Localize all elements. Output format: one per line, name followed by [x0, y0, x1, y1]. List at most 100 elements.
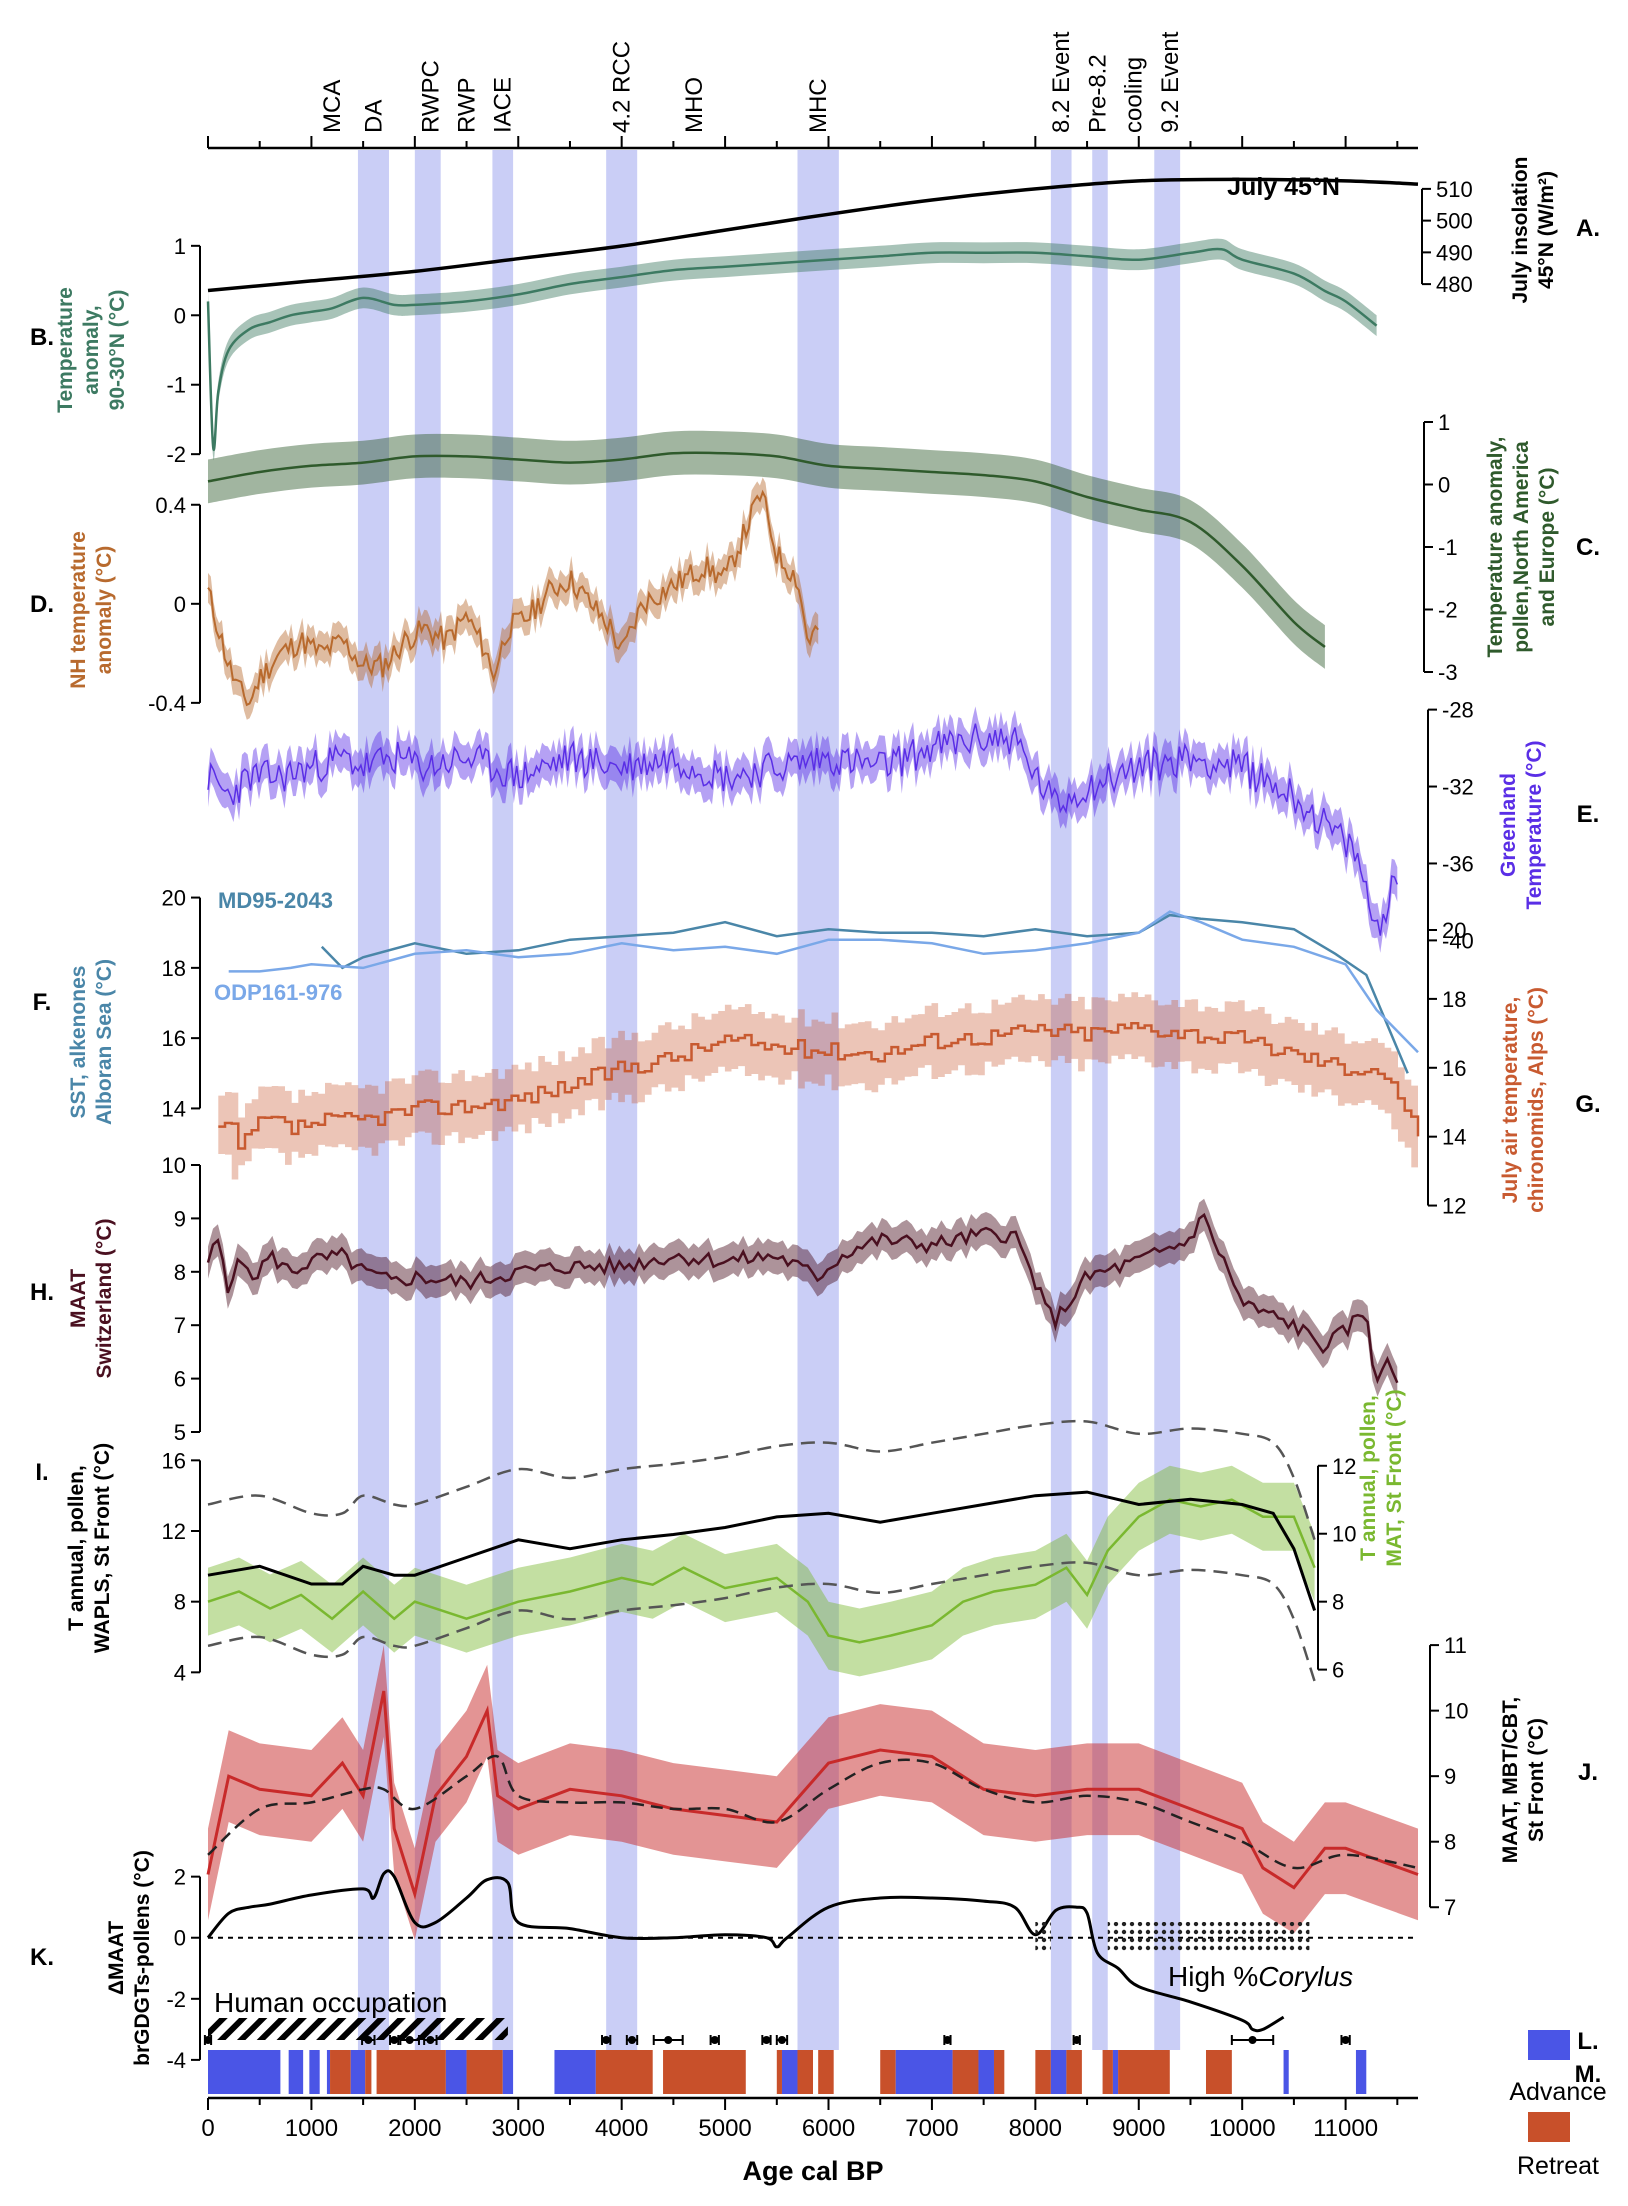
segment-advance: [326, 2050, 331, 2094]
segment-retreat: [776, 2050, 782, 2094]
y-axis-label: NH temperature: [67, 531, 90, 689]
y-tick-label: -36: [1442, 851, 1474, 876]
y-axis-label: ΔMAAT: [105, 1921, 128, 1995]
y-tick-label: 510: [1436, 177, 1473, 202]
mat-line: [207, 1498, 1316, 1644]
y-tick-label: -1: [1438, 535, 1458, 560]
panel-l: L.: [203, 2028, 1599, 2055]
y-tick-label: -40: [1442, 928, 1474, 953]
event-label: 9.2 Event: [1157, 31, 1184, 133]
y-tick-label: 16: [162, 1448, 186, 1473]
segment-retreat: [1066, 2050, 1082, 2094]
segment-advance: [1355, 2050, 1367, 2094]
segment-retreat: [595, 2050, 653, 2094]
y-axis-label: St Front (°C): [1525, 1718, 1548, 1842]
age-point: [628, 2036, 637, 2044]
panel-letter: K.: [30, 1944, 54, 1971]
event-label: MHO: [681, 77, 708, 133]
y-tick-label: 0: [174, 592, 186, 617]
segment-advance: [350, 2050, 366, 2094]
y-tick-label: -1: [166, 373, 186, 398]
y-tick-label: -2: [1438, 598, 1458, 623]
age-point: [364, 2036, 373, 2044]
y-tick-label: 9: [1444, 1764, 1456, 1789]
mbt-line: [206, 1690, 1419, 1901]
panel-c-line: [207, 451, 1326, 648]
human-occupation-label: Human occupation: [214, 1987, 447, 2018]
panel-letter: C.: [1576, 534, 1600, 561]
x-axis-label: Age cal BP: [742, 2156, 883, 2186]
x-tick-label: 4000: [595, 2115, 648, 2142]
segment-retreat: [993, 2050, 1005, 2094]
y-axis-label: brGDGTs-pollens (°C): [131, 1850, 154, 2066]
human-occupation-bar: [208, 2018, 508, 2040]
event-band: [492, 150, 514, 2050]
y-axis-label: anomaly,: [80, 305, 103, 394]
x-tick-label: 5000: [698, 2115, 751, 2142]
event-label: IACE: [490, 77, 517, 133]
y-tick-label: 1: [174, 234, 186, 259]
insolation-note: July 45°N: [1227, 173, 1340, 201]
panel-letter: G.: [1575, 1091, 1600, 1118]
y-tick-label: 20: [1442, 918, 1466, 943]
y-tick-label: 8: [1332, 1590, 1344, 1615]
segment-retreat: [880, 2050, 896, 2094]
top-age-axis: MCA DA RWPC RWP IACE 4.2 RCC MHO MHC 8.2 Event Pr…: [207, 31, 1418, 150]
age-point: [710, 2036, 719, 2044]
event-label: Pre-8.2: [1084, 54, 1111, 133]
y-tick-label: 18: [162, 956, 186, 981]
event-band: [606, 150, 638, 2050]
age-point: [426, 2036, 435, 2044]
segment-advance: [502, 2050, 514, 2094]
y-tick-label: -32: [1442, 775, 1474, 800]
segment-advance: [1050, 2050, 1067, 2094]
y-tick-label: 6: [1332, 1658, 1344, 1683]
y-tick-label: 480: [1436, 272, 1473, 297]
panel-letter: L.: [1577, 2028, 1598, 2055]
age-point: [664, 2036, 673, 2044]
segment-retreat: [797, 2050, 813, 2094]
y-axis-label: Greenland: [1497, 773, 1520, 877]
corylus-box-2: [1107, 1922, 1310, 1952]
y-tick-label: 14: [162, 1096, 186, 1121]
panel-a: 480 490 500 510 July 45°N July insolation 45°N…: [207, 156, 1600, 304]
panel-d: -0.4 0 0.4 NH temperature anomaly (°C) D.: [30, 477, 819, 720]
x-tick-label: 1000: [285, 2115, 338, 2142]
segment-retreat: [466, 2050, 503, 2094]
segment-advance: [781, 2050, 798, 2094]
mat-band: [208, 1465, 1315, 1677]
y-tick-label: 0.4: [155, 493, 186, 518]
y-axis-label: Temperature (°C): [1523, 740, 1546, 909]
sst-line-0: [320, 913, 1409, 1074]
y-tick-label: 0: [174, 1926, 186, 1951]
panel-e: -40 -36 -32 -28 Greenland Temperature (°C) E.: [207, 698, 1600, 953]
segment-advance: [1112, 2050, 1119, 2094]
panel-letter: M.: [1575, 2061, 1602, 2088]
y-tick-label: -2: [166, 1987, 186, 2012]
y-tick-label: 20: [162, 886, 186, 911]
y-tick-label: 10: [162, 1153, 186, 1178]
y-tick-label: 16: [1442, 1056, 1466, 1081]
y-tick-label: 8: [174, 1590, 186, 1615]
segment-retreat: [818, 2050, 834, 2094]
series-label-odp: ODP161-976: [214, 980, 342, 1005]
segment-advance: [554, 2050, 596, 2094]
age-point: [390, 2036, 399, 2044]
insolation-line: [207, 177, 1419, 293]
age-point: [1248, 2036, 1257, 2044]
panel-b-band: [208, 238, 1377, 461]
x-tick-label: 3000: [492, 2115, 545, 2142]
panel-letter: A.: [1576, 215, 1600, 242]
bottom-age-axis: 0 1000 2000 3000 4000 5000 6000 7000 8000 9000 100…: [201, 2096, 1418, 2186]
sst-line-1: [228, 910, 1419, 1054]
segment-advance: [895, 2050, 953, 2094]
y-tick-label: 7: [174, 1313, 186, 1338]
age-point: [1341, 2036, 1350, 2044]
y-axis-label: 90-30°N (°C): [106, 290, 129, 411]
panel-letter: E.: [1577, 801, 1600, 828]
y-axis-label: Temperature: [54, 287, 77, 413]
y-tick-label: 0: [1438, 473, 1450, 498]
